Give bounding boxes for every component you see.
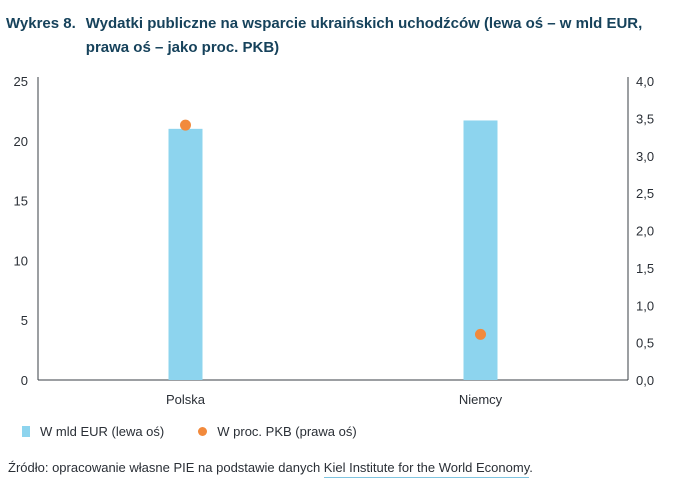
y-left-tick-label: 15 xyxy=(14,194,28,209)
gdp-point xyxy=(475,328,486,340)
legend-bar-label: W mld EUR (lewa oś) xyxy=(40,424,165,439)
legend-dot-swatch xyxy=(198,427,208,436)
bar xyxy=(168,128,203,380)
chart-legend: W mld EUR (lewa oś) W proc. PKB (prawa o… xyxy=(22,424,357,439)
y-right-tick-label: 0,0 xyxy=(636,373,654,388)
y-right-tick-label: 1,5 xyxy=(636,261,654,276)
legend-item-dot: W proc. PKB (prawa oś) xyxy=(198,424,357,439)
source-link[interactable]: Kiel Institute for the World Economy xyxy=(323,460,530,478)
y-right-tick-label: 4,0 xyxy=(636,74,654,89)
y-right-tick-label: 3,5 xyxy=(636,111,654,126)
legend-item-bar: W mld EUR (lewa oś) xyxy=(22,424,164,439)
chart-title: Wykres 8. Wydatki publiczne na wsparcie … xyxy=(6,12,666,60)
y-right-tick-label: 0,5 xyxy=(636,336,654,351)
y-left-tick-label: 10 xyxy=(14,253,28,268)
y-right-tick-label: 2,0 xyxy=(636,224,654,239)
y-right-tick-label: 1,0 xyxy=(636,298,654,313)
category-label: Polska xyxy=(166,392,206,407)
y-left-tick-label: 5 xyxy=(21,313,28,328)
source-note: Źródło: opracowanie własne PIE na podsta… xyxy=(8,460,533,478)
y-left-tick-label: 25 xyxy=(14,74,28,89)
y-left-tick-label: 0 xyxy=(21,373,28,388)
chart-canvas: 0 5 10 15 20 25 0,0 0,5 1,0 1,5 2,0 2,5 3,0 3,5 4,0 Pol… xyxy=(14,74,655,407)
gdp-point xyxy=(180,119,191,131)
figure-title: Wydatki publiczne na wsparcie ukraińskic… xyxy=(85,15,643,56)
category-label: Niemcy xyxy=(459,392,503,407)
y-right-tick-label: 2,5 xyxy=(636,186,654,201)
legend-dot-label: W proc. PKB (prawa oś) xyxy=(217,424,357,439)
source-prefix: Źródło: opracowanie własne PIE na podsta… xyxy=(8,460,324,475)
y-right-tick-label: 3,0 xyxy=(636,149,654,164)
bar xyxy=(463,120,498,380)
source-suffix: . xyxy=(529,460,533,475)
figure-label: Wykres 8. xyxy=(6,15,76,32)
legend-bar-swatch xyxy=(22,426,30,437)
y-left-tick-label: 20 xyxy=(14,134,28,149)
